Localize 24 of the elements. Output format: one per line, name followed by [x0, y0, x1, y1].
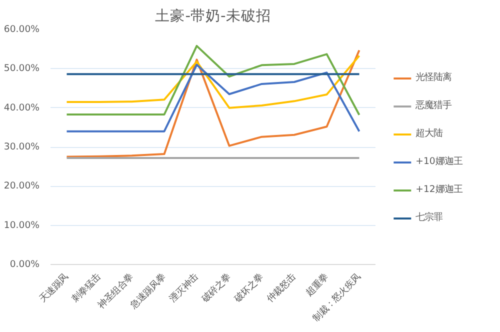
x-tick-label: 超重拳: [304, 272, 331, 298]
legend-label: +12娜迦王: [416, 183, 462, 196]
y-tick-label: 50.00%: [4, 63, 40, 74]
legend-label: +10娜迦王: [416, 155, 462, 168]
legend-label: 超大陆: [416, 127, 443, 140]
y-tick-label: 10.00%: [4, 220, 40, 231]
chart-title: 土豪-带奶-未破招: [155, 8, 271, 24]
line-series: [66, 64, 360, 132]
y-tick-label: 0.00%: [10, 259, 40, 270]
legend-label: 光怪陆离: [416, 71, 452, 84]
y-tick-label: 60.00%: [4, 24, 40, 35]
x-tick-label: 破坏之拳: [232, 272, 266, 306]
x-tick-label: 天速踢风: [37, 272, 71, 305]
line-series: [66, 44, 360, 116]
legend-label: 恶魔猎手: [416, 99, 452, 112]
y-tick-label: 30.00%: [4, 142, 40, 152]
y-tick-label: 20.00%: [4, 180, 40, 192]
line-series: [66, 49, 360, 158]
line-series: [66, 54, 360, 109]
x-tick-label: 仲裁怒击: [264, 272, 298, 305]
y-tick-label: 40.00%: [4, 102, 40, 114]
x-tick-label: 湮灭神击: [167, 272, 201, 305]
x-tick-label: 破碎之拳: [199, 272, 234, 306]
legend-label: 七宗罪: [416, 211, 443, 224]
